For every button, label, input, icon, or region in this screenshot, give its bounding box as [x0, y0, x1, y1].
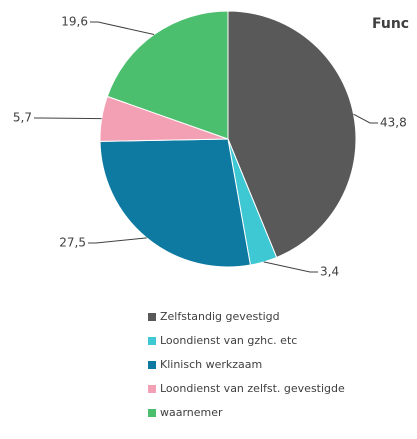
legend-label: Zelfstandig gevestigd — [160, 310, 280, 323]
legend-swatch — [148, 361, 156, 369]
data-label: 19,6 — [61, 15, 88, 29]
data-label: 43,8 — [380, 116, 407, 130]
legend-swatch — [148, 409, 156, 417]
leader-line — [353, 113, 378, 124]
leader-line — [88, 237, 147, 244]
legend-label: waarnemer — [160, 406, 223, 419]
legend-label: Loondienst van gzhc. etc — [160, 334, 297, 347]
legend-swatch — [148, 337, 156, 345]
legend-swatch — [148, 385, 156, 393]
data-label: 27,5 — [59, 236, 86, 250]
leader-line — [263, 261, 318, 273]
chart-title: Func — [372, 16, 409, 32]
pie-slice — [106, 10, 229, 140]
leader-line — [90, 21, 155, 35]
data-label: 5,7 — [13, 111, 32, 125]
legend-swatch — [148, 313, 156, 321]
pie-slice — [99, 138, 251, 268]
leader-line — [34, 117, 102, 120]
legend-label: Klinisch werkzaam — [160, 358, 262, 371]
data-label: 3,4 — [320, 265, 339, 279]
legend-label: Loondienst van zelfst. gevestigde — [160, 382, 345, 395]
